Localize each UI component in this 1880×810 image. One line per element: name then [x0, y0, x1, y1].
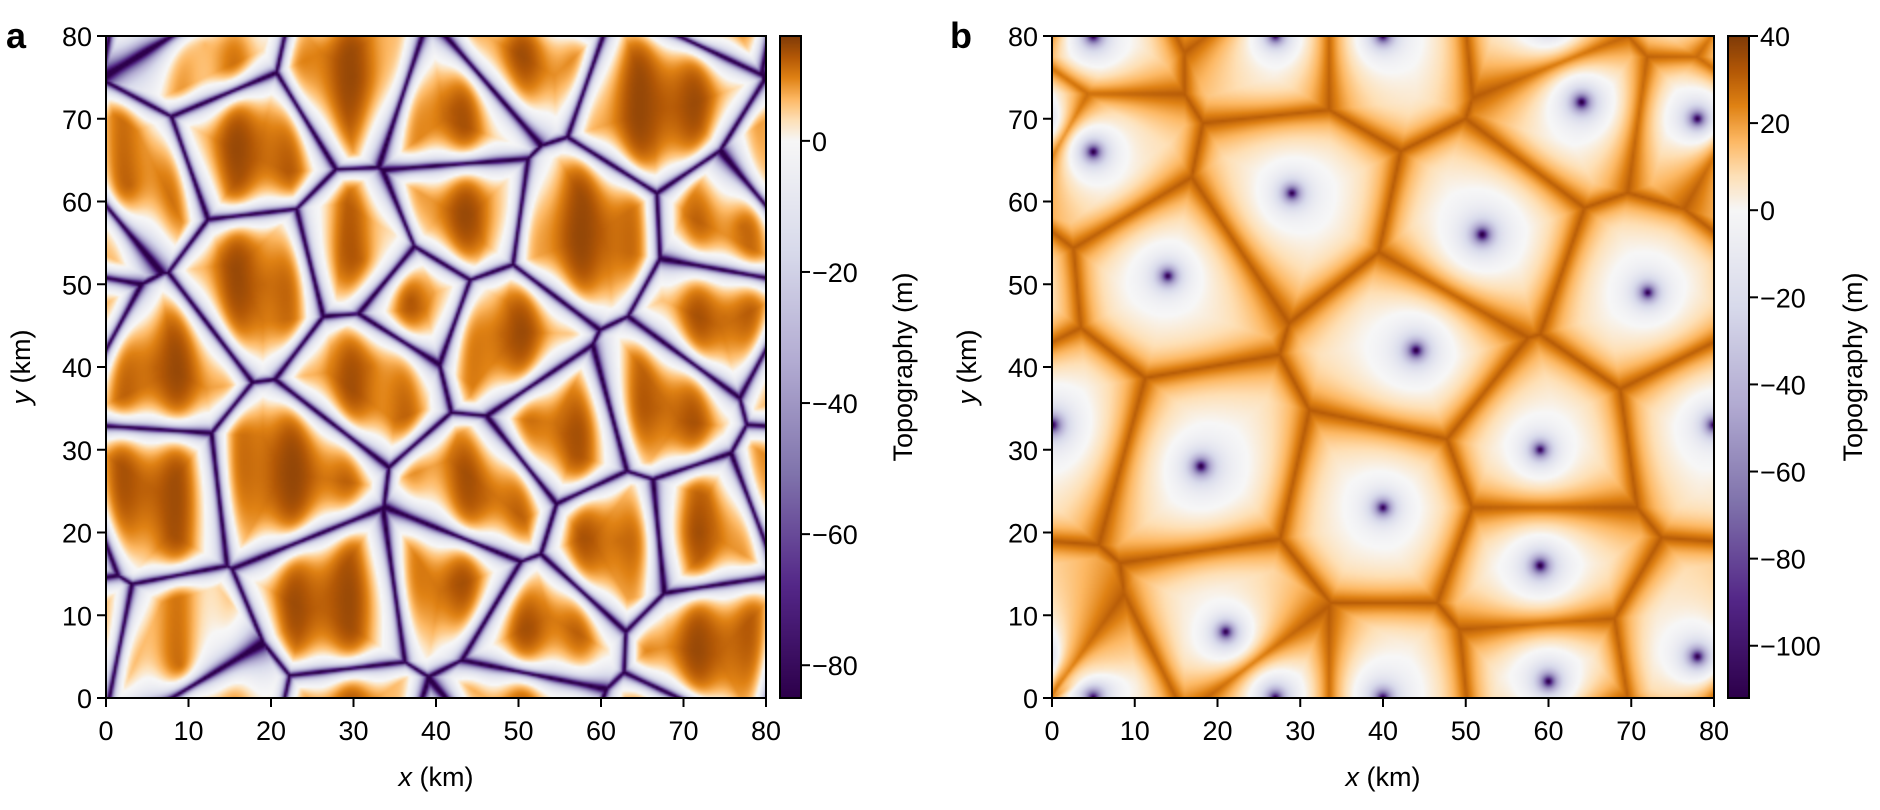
x-tick-label: 20: [1202, 716, 1232, 746]
x-tick-label: 70: [1616, 716, 1646, 746]
y-tick-label: 20: [62, 519, 92, 549]
colorbar-tick-label: −40: [812, 389, 858, 419]
x-tick-label: 80: [1699, 716, 1729, 746]
heatmap-b: [1052, 36, 1714, 698]
y-tick-label: 0: [1023, 684, 1038, 714]
y-tick-label: 0: [77, 684, 92, 714]
x-tick-label: 50: [1451, 716, 1481, 746]
colorbar-tick-label: −100: [1760, 632, 1821, 662]
x-tick-label: 30: [338, 716, 368, 746]
x-tick-label: 40: [1368, 716, 1398, 746]
y-axis-label: y (km): [952, 330, 982, 407]
y-tick-label: 60: [62, 188, 92, 218]
panel-label: a: [6, 15, 27, 56]
x-tick-label: 0: [1044, 716, 1059, 746]
heatmap-a: [106, 36, 766, 698]
colorbar-tick-label: −20: [1760, 283, 1806, 313]
y-tick-label: 10: [1008, 601, 1038, 631]
y-tick-label: 30: [62, 436, 92, 466]
colorbar-tick-label: 20: [1760, 109, 1790, 139]
plot-frame: [105, 35, 767, 699]
colorbar-frame: [779, 35, 802, 699]
y-tick-label: 40: [62, 353, 92, 383]
y-tick-label: 60: [1008, 188, 1038, 218]
x-tick-label: 80: [751, 716, 781, 746]
colorbar-title: Topography (m): [1838, 272, 1868, 461]
y-tick-label: 50: [1008, 270, 1038, 300]
y-tick-label: 80: [1008, 22, 1038, 52]
x-tick-label: 10: [173, 716, 203, 746]
y-axis-var: y: [6, 389, 36, 406]
x-axis-label: x (km): [1344, 762, 1421, 792]
x-tick-label: 0: [98, 716, 113, 746]
x-tick-label: 10: [1120, 716, 1150, 746]
x-axis-label: x (km): [397, 762, 474, 792]
y-tick-label: 10: [62, 601, 92, 631]
x-tick-label: 50: [503, 716, 533, 746]
x-tick-label: 20: [256, 716, 286, 746]
x-tick-label: 40: [421, 716, 451, 746]
x-tick-label: 60: [1533, 716, 1563, 746]
x-axis-unit: (km): [1359, 762, 1420, 792]
colorbar-tick-label: 0: [1760, 196, 1775, 226]
colorbar-tick-label: −80: [1760, 545, 1806, 575]
colorbar-tick-label: −60: [812, 520, 858, 550]
plot-frame: [1051, 35, 1715, 699]
y-tick-label: 40: [1008, 353, 1038, 383]
y-tick-label: 20: [1008, 519, 1038, 549]
colorbar-title: Topography (m): [888, 272, 918, 461]
x-tick-label: 30: [1285, 716, 1315, 746]
colorbar-tick-label: −60: [1760, 458, 1806, 488]
colorbar-tick-label: 0: [812, 127, 827, 157]
y-tick-label: 70: [62, 105, 92, 135]
y-axis-label: y (km): [6, 330, 36, 407]
colorbar-tick-label: −20: [812, 258, 858, 288]
y-tick-label: 30: [1008, 436, 1038, 466]
colorbar-frame: [1727, 35, 1750, 699]
panel-label: b: [950, 15, 972, 56]
y-axis-var: y: [952, 389, 982, 406]
y-tick-label: 70: [1008, 105, 1038, 135]
y-tick-label: 80: [62, 22, 92, 52]
y-axis-unit: (km): [6, 330, 36, 391]
x-axis-unit: (km): [412, 762, 473, 792]
colorbar-tick-label: −80: [812, 651, 858, 681]
colorbar-b: [1728, 36, 1749, 698]
y-tick-label: 50: [62, 270, 92, 300]
x-tick-label: 60: [586, 716, 616, 746]
y-axis-unit: (km): [952, 330, 982, 391]
colorbar-a: [780, 36, 801, 698]
x-axis-var: x: [397, 762, 414, 792]
colorbar-tick-label: 40: [1760, 22, 1790, 52]
x-axis-var: x: [1344, 762, 1361, 792]
x-tick-label: 70: [668, 716, 698, 746]
colorbar-tick-label: −40: [1760, 370, 1806, 400]
